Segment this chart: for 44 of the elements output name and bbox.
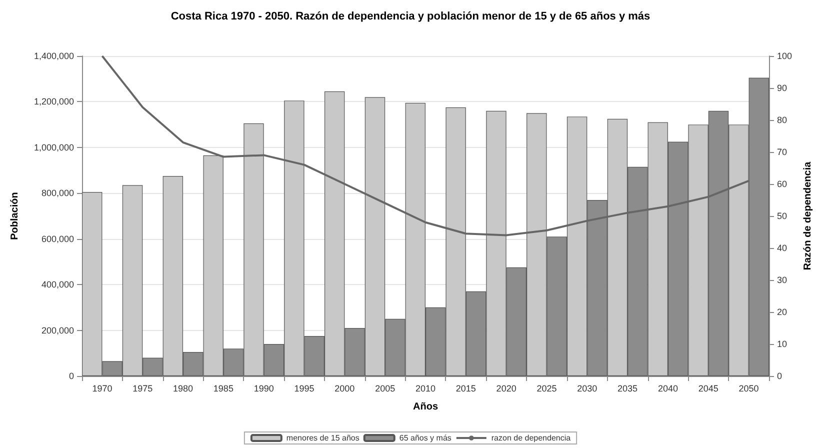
y-tick-label: 400,000 bbox=[41, 280, 74, 290]
y-tick-label: 1,200,000 bbox=[34, 96, 74, 107]
y2-tick-label: 30 bbox=[777, 275, 788, 285]
y-tick-label: 600,000 bbox=[41, 234, 74, 244]
y-tick-label: 1,000,000 bbox=[34, 142, 74, 152]
x-tick-label: 1970 bbox=[92, 384, 112, 394]
y2-tick-label: 50 bbox=[777, 211, 788, 221]
y2-tick-label: 40 bbox=[777, 243, 788, 253]
x-tick-label: 2050 bbox=[738, 384, 759, 394]
x-tick-label: 2000 bbox=[334, 384, 355, 394]
x-axis-title: Años bbox=[413, 402, 438, 412]
y2-tick-label: 90 bbox=[777, 83, 788, 93]
x-tick-label: 2010 bbox=[415, 384, 436, 394]
x-tick-label: 2025 bbox=[536, 384, 557, 394]
y-tick-label: 0 bbox=[68, 371, 74, 381]
x-tick-label: 2020 bbox=[496, 384, 516, 394]
x-tick-label: 1995 bbox=[294, 384, 314, 394]
chart-title: Costa Rica 1970 - 2050. Razón de dependencia y población menor de 15 y de 65 años y más bbox=[170, 10, 650, 22]
y2-tick-label: 70 bbox=[777, 147, 788, 157]
legend-label: menores de 15 años bbox=[286, 434, 360, 442]
legend-label: razon de dependencia bbox=[491, 434, 572, 442]
x-tick-label: 1980 bbox=[173, 384, 194, 394]
x-tick-label: 2015 bbox=[456, 384, 476, 394]
y-tick-label: 1,400,000 bbox=[34, 51, 74, 61]
y2-tick-label: 60 bbox=[777, 179, 788, 189]
y-tick-label: 800,000 bbox=[41, 188, 74, 198]
x-tick-label: 2045 bbox=[698, 384, 718, 394]
x-tick-label: 2040 bbox=[658, 384, 678, 394]
y2-tick-label: 80 bbox=[777, 115, 788, 125]
y2-tick-label: 10 bbox=[777, 339, 788, 349]
y2-tick-label: 0 bbox=[777, 371, 782, 381]
y-tick-label: 200,000 bbox=[41, 325, 74, 336]
y2-tick-label: 20 bbox=[777, 307, 788, 317]
y2-axis-title: Razón de dependencia bbox=[802, 161, 814, 270]
x-tick-label: 2005 bbox=[375, 384, 396, 394]
x-tick-label: 1985 bbox=[213, 384, 234, 394]
x-tick-label: 2030 bbox=[577, 384, 598, 394]
legend-label: 65 años y más bbox=[399, 434, 452, 442]
x-tick-label: 2035 bbox=[618, 384, 638, 394]
line-series bbox=[101, 55, 750, 236]
x-tick-label: 1975 bbox=[132, 384, 153, 394]
x-tick-label: 1990 bbox=[254, 384, 274, 394]
y2-tick-label: 100 bbox=[777, 51, 792, 61]
y-axis-title: Población bbox=[10, 192, 20, 240]
